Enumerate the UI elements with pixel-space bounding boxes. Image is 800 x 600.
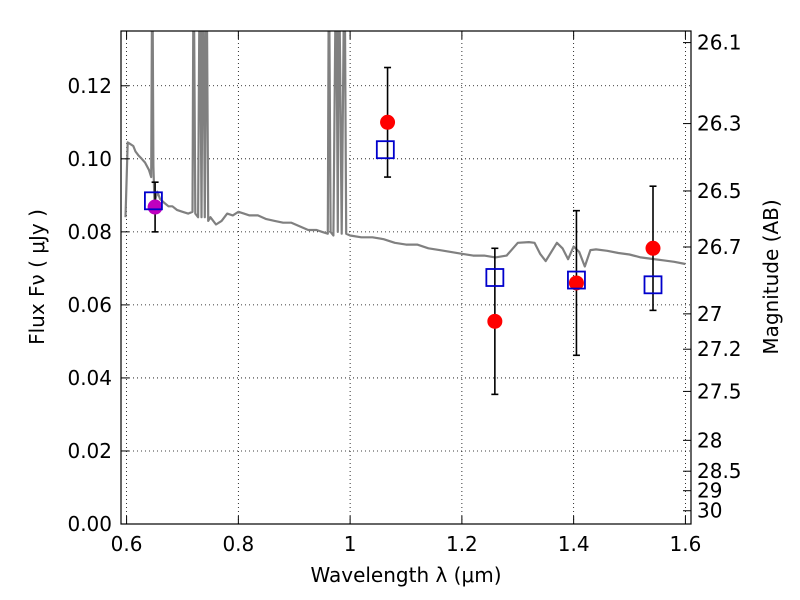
- y-tick-label: 0.00: [67, 512, 112, 536]
- x-tick-label: 1.6: [670, 532, 702, 556]
- y-tick-label: 0.04: [67, 366, 112, 390]
- model-bandpass-square: [375, 140, 395, 160]
- x-tick-label: 1: [344, 532, 357, 556]
- right-tick-label: 28: [697, 428, 722, 452]
- model-bandpass-square: [144, 191, 163, 211]
- observed-point: [380, 114, 396, 130]
- data-markers: [144, 114, 663, 329]
- y-tick-label: 0.12: [67, 74, 112, 98]
- right-tick-label: 26.1: [697, 31, 742, 55]
- model-bandpass-square: [567, 270, 586, 290]
- right-tick-label: 27: [697, 302, 722, 326]
- model-bandpass-square: [643, 275, 663, 295]
- right-tick-label: 27.2: [697, 337, 742, 361]
- x-axis-label: Wavelength λ (μm): [310, 563, 501, 587]
- model-bandpass-square: [485, 268, 505, 287]
- x-tick-label: 1.4: [558, 532, 590, 556]
- error-bars: [151, 66, 657, 396]
- x-tick-label: 0.6: [111, 532, 143, 556]
- y-tick-label: 0.08: [67, 220, 112, 244]
- y-tick-label: 0.10: [67, 147, 112, 171]
- right-tick-label: 26.7: [697, 235, 742, 259]
- right-tick-label: 29: [697, 479, 722, 503]
- observed-point: [645, 240, 661, 256]
- grid-lines: [121, 31, 691, 524]
- x-tick-label: 0.8: [222, 532, 254, 556]
- right-tick-label: 28.5: [697, 459, 742, 483]
- y-tick-label: 0.06: [67, 293, 112, 317]
- right-tick-label: 26.3: [697, 112, 742, 136]
- right-axis-label: Magnitude (AB): [759, 199, 783, 354]
- x-tick-label: 1.2: [446, 532, 478, 556]
- observed-point: [568, 275, 584, 291]
- x-axis-ticks: 0.6 0.8 1 1.2 1.4 1.6: [111, 31, 702, 556]
- y-tick-label: 0.02: [67, 439, 112, 463]
- template-spectrum-line: [124, 31, 686, 268]
- observed-short-point: [147, 199, 163, 215]
- y-axis-ticks: 0.00 0.02 0.04 0.06 0.08 0.10 0.12: [67, 74, 129, 536]
- right-tick-label: 30: [697, 499, 722, 523]
- right-tick-label: 27.5: [697, 379, 742, 403]
- plot-frame: [120, 30, 692, 525]
- observed-point: [487, 313, 503, 329]
- right-tick-label: 26.5: [697, 179, 742, 203]
- y-axis-label: Flux Fν ( μJy ): [25, 209, 49, 345]
